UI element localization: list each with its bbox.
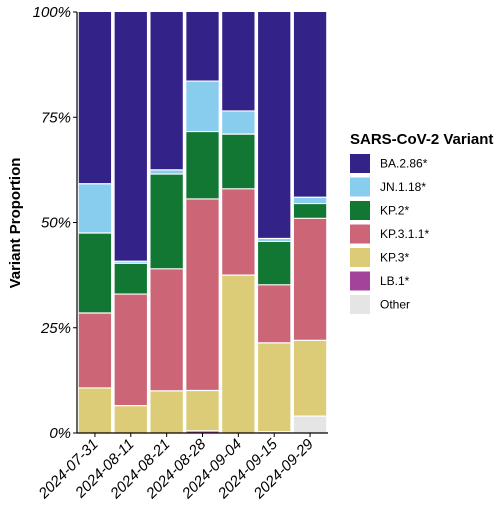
bar-ba-2-86-2024-08-11: [114, 12, 147, 262]
bar-kp-3-1-1-2024-08-11: [114, 294, 147, 406]
legend-label: BA.2.86*: [380, 157, 428, 171]
legend-title: SARS-CoV-2 Variant: [350, 131, 493, 148]
bar-stack-2024-08-21: [150, 12, 183, 433]
y-tick-label: 25%: [40, 320, 71, 337]
y-tick-label: 75%: [41, 109, 71, 126]
bar-stack-2024-08-28: [186, 12, 219, 433]
bar-lb-1-2024-09-15: [258, 431, 291, 433]
bar-kp-3-1-1-2024-08-21: [150, 268, 183, 391]
bar-kp-2-2024-09-29: [293, 203, 327, 219]
legend-label: KP.3*: [380, 251, 409, 265]
bar-ba-2-86-2024-09-29: [293, 12, 327, 198]
legend-label: KP.2*: [380, 204, 409, 218]
legend-swatch: [350, 271, 370, 291]
bar-jn-1-18-2024-08-21: [150, 169, 183, 175]
legend-item-ba-2-86: BA.2.86*: [350, 154, 428, 173]
bar-ba-2-86-2024-09-04: [222, 12, 255, 111]
bar-ba-2-86-2024-08-28: [186, 12, 219, 82]
bar-kp-3-2024-09-29: [293, 340, 327, 417]
bar-kp-3-2024-08-28: [186, 390, 219, 431]
bar-kp-3-2024-07-31: [78, 387, 112, 433]
bars-layer: [78, 12, 327, 433]
bar-jn-1-18-2024-09-29: [293, 197, 327, 204]
legend-label: KP.3.1.1*: [380, 227, 429, 241]
legend-swatch: [350, 224, 370, 244]
bar-ba-2-86-2024-08-21: [150, 12, 183, 170]
bar-kp-3-2024-09-04: [222, 275, 255, 433]
legend-label: LB.1*: [380, 274, 410, 288]
bar-kp-2-2024-07-31: [78, 233, 112, 314]
bar-jn-1-18-2024-07-31: [78, 183, 112, 234]
bar-jn-1-18-2024-08-11: [114, 261, 147, 264]
legend-item-other: Other: [350, 295, 410, 314]
legend-swatch: [350, 177, 370, 197]
bar-kp-2-2024-09-15: [258, 241, 291, 285]
bar-kp-2-2024-08-11: [114, 263, 147, 295]
legend-swatch: [350, 201, 370, 220]
y-tick-label: 100%: [33, 4, 71, 21]
legend-swatch: [350, 248, 370, 267]
legend-swatch: [350, 295, 370, 314]
bar-stack-2024-09-15: [258, 12, 291, 433]
legend-item-kp-3: KP.3*: [350, 248, 409, 267]
bar-stack-2024-07-31: [78, 12, 112, 433]
legend: SARS-CoV-2 Variant BA.2.86* JN.1.18* KP.2*…: [350, 131, 493, 314]
bar-ba-2-86-2024-07-31: [78, 12, 112, 184]
bar-kp-2-2024-08-28: [186, 131, 219, 199]
bar-jn-1-18-2024-09-04: [222, 110, 255, 135]
bar-stack-2024-09-04: [222, 12, 255, 433]
bar-kp-3-2024-08-21: [150, 390, 183, 433]
bar-stack-2024-08-11: [114, 12, 147, 433]
legend-item-jn-1-18: JN.1.18*: [350, 177, 426, 197]
bar-kp-3-2024-09-15: [258, 342, 291, 432]
bar-kp-3-2024-08-11: [114, 405, 147, 433]
legend-swatch: [350, 154, 370, 173]
bar-jn-1-18-2024-08-28: [186, 81, 219, 132]
bar-stack-2024-09-29: [293, 12, 327, 433]
legend-label: Other: [380, 298, 410, 312]
legend-item-kp-3-1-1: KP.3.1.1*: [350, 224, 429, 244]
bar-lb-1-2024-08-28: [186, 430, 219, 433]
legend-item-lb-1: LB.1*: [350, 271, 410, 291]
legend-label: JN.1.18*: [380, 180, 426, 194]
bar-ba-2-86-2024-09-15: [258, 12, 291, 239]
y-tick-label: 0%: [49, 425, 71, 442]
bar-kp-3-1-1-2024-08-28: [186, 198, 219, 391]
bar-kp-2-2024-08-21: [150, 174, 183, 269]
bar-kp-3-1-1-2024-09-04: [222, 188, 255, 276]
bar-kp-3-1-1-2024-09-15: [258, 284, 291, 343]
y-tick-label: 50%: [41, 215, 71, 232]
bar-other-2024-09-29: [293, 416, 327, 433]
y-axis-title: Variant Proportion: [7, 158, 24, 289]
legend-item-kp-2: KP.2*: [350, 201, 409, 220]
bar-kp-3-1-1-2024-07-31: [78, 313, 112, 388]
bar-jn-1-18-2024-09-15: [258, 238, 291, 242]
bar-kp-3-1-1-2024-09-29: [293, 218, 327, 341]
bar-kp-2-2024-09-04: [222, 134, 255, 189]
